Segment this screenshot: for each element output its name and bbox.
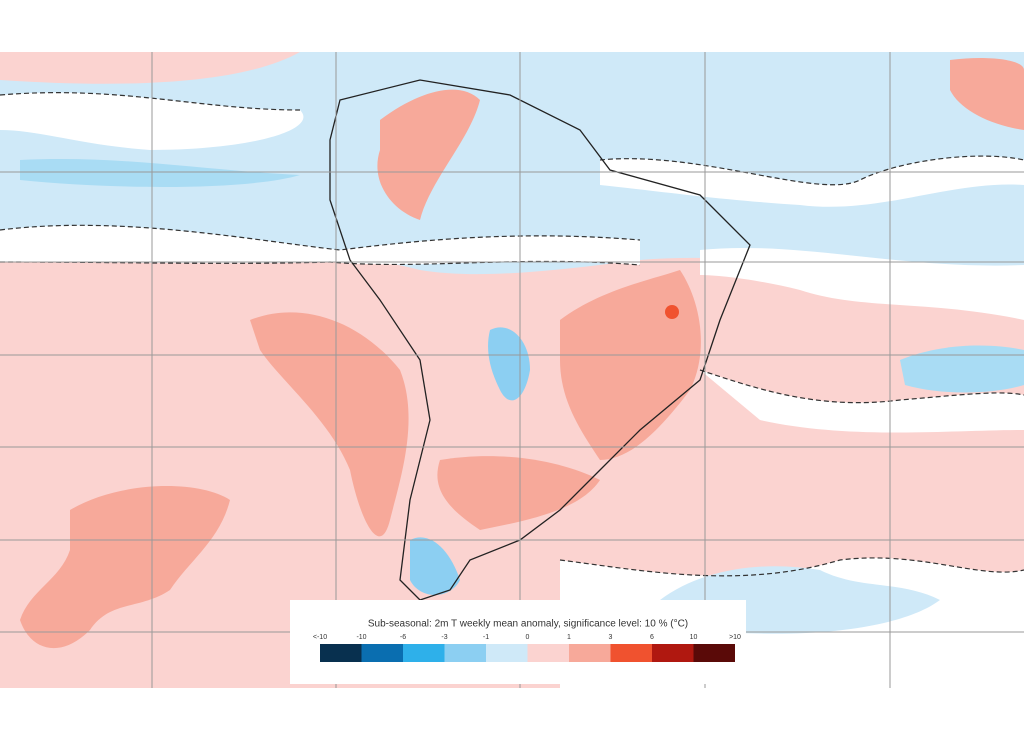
- anomaly-positive-strong: [560, 270, 701, 460]
- legend-swatch: [403, 644, 445, 662]
- anomaly-hot-spot: [665, 305, 679, 319]
- contour: [599, 155, 1024, 186]
- legend-tick-label: <-10: [313, 634, 327, 641]
- legend-tick-label: -1: [483, 634, 489, 641]
- legend-tick-label: -3: [441, 634, 447, 641]
- legend-swatch: [320, 644, 362, 662]
- contour: [699, 369, 1024, 404]
- legend-tick-label: 3: [609, 634, 613, 641]
- legend: Sub-seasonal: 2m T weekly mean anomaly, …: [290, 600, 746, 684]
- contour: [0, 92, 301, 111]
- anomaly-positive: [0, 52, 300, 84]
- anomaly-negative: [20, 158, 300, 187]
- legend-tick-label: -6: [400, 634, 406, 641]
- map: [0, 52, 1024, 688]
- insignificant: [700, 247, 1024, 320]
- legend-swatch: [693, 644, 735, 662]
- insignificant: [700, 370, 1024, 433]
- insignificant: [0, 225, 640, 265]
- contour: [0, 224, 641, 251]
- anomaly-positive-strong: [950, 58, 1024, 130]
- anomaly-negative-strong: [900, 345, 1024, 393]
- legend-swatch: [569, 644, 611, 662]
- anomaly-positive-strong: [437, 456, 600, 530]
- legend-tick-label: 0: [526, 634, 530, 641]
- legend-tick-label: >10: [729, 634, 741, 641]
- anomaly-positive-strong: [377, 89, 480, 220]
- anomaly-negative-strong: [410, 537, 460, 595]
- legend-tick-label: 10: [690, 634, 698, 641]
- legend-swatch: [361, 644, 403, 662]
- legend-swatch: [652, 644, 694, 662]
- anomaly-positive-strong: [20, 486, 230, 649]
- legend-tick-label: 1: [567, 634, 571, 641]
- legend-swatch: [610, 644, 652, 662]
- legend-swatch: [527, 644, 569, 662]
- contour: [559, 557, 1024, 577]
- graticule: [0, 52, 1024, 688]
- legend-swatch: [444, 644, 486, 662]
- legend-tick-label: 6: [650, 634, 654, 641]
- insignificant: [600, 156, 1024, 207]
- legend-tick-label: -10: [356, 634, 366, 641]
- legend-title: Sub-seasonal: 2m T weekly mean anomaly, …: [368, 619, 688, 630]
- legend-swatch: [486, 644, 528, 662]
- legend-box: [290, 600, 746, 684]
- anomaly-positive-strong: [250, 312, 409, 537]
